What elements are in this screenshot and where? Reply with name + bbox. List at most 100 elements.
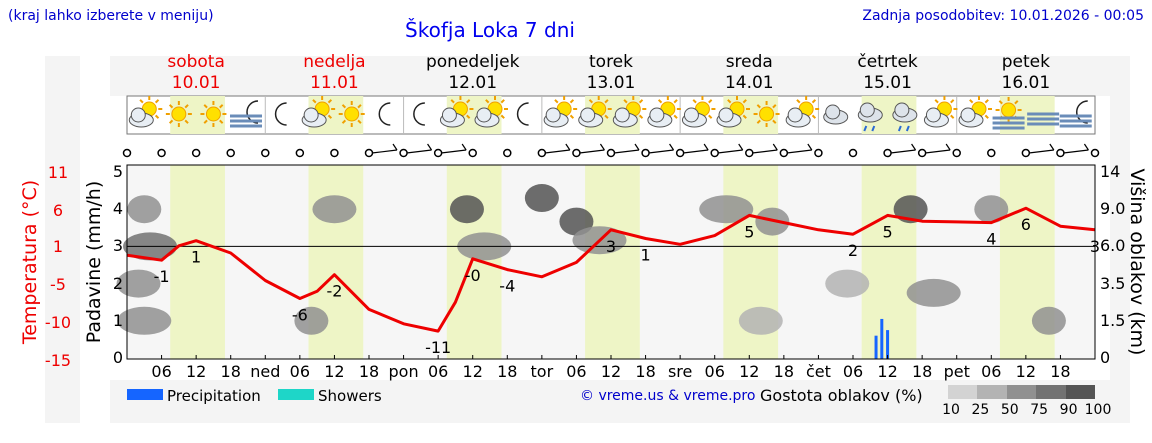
sun-ray <box>673 99 678 104</box>
sun-ray <box>657 99 663 104</box>
sun-ray <box>569 114 575 119</box>
x-tick-label: sre <box>668 362 692 381</box>
sun-ray <box>950 114 955 119</box>
sun-ray <box>604 99 609 104</box>
wind-barb <box>371 149 398 154</box>
day-name: nedelja <box>303 52 366 72</box>
day-date: 14.01 <box>724 73 774 93</box>
wind-calm-marker <box>641 148 650 158</box>
cloud-patch <box>116 269 161 298</box>
x-tick-label: 12 <box>324 362 344 381</box>
cloud-patch <box>524 184 559 213</box>
partly-cloudy-icon <box>681 96 716 128</box>
sun-ray <box>673 114 678 119</box>
cloud-puff <box>825 104 841 120</box>
cloud-patch <box>449 195 484 224</box>
cloud-puff <box>787 107 803 123</box>
wind-barb <box>752 149 778 154</box>
sun-ray <box>811 99 817 104</box>
density-level-label: 100 <box>1084 402 1112 418</box>
cloud-puff <box>859 102 875 118</box>
sun-disc <box>759 106 775 122</box>
wind-barb-flag <box>1083 143 1089 151</box>
wind-barb-flag <box>634 143 640 151</box>
moon-shape <box>246 100 259 124</box>
sun-ray <box>969 99 974 104</box>
precipitation-legend-swatch <box>127 389 163 400</box>
x-tick-label: 12 <box>739 362 759 381</box>
wind-barb-flag <box>392 143 398 151</box>
showers-legend-swatch <box>278 389 314 400</box>
wind-barb <box>890 149 916 154</box>
wind-calm-marker <box>883 148 892 158</box>
wind-barb-flag <box>461 143 467 151</box>
sun-ray <box>772 119 777 124</box>
sun-ray <box>796 99 801 104</box>
x-tick-label: 18 <box>1050 362 1070 381</box>
sun-ray <box>554 99 559 104</box>
temperature-label: 5 <box>744 222 754 241</box>
sun-ray <box>219 104 224 109</box>
precipitation-tick: 2 <box>112 273 123 293</box>
day-date: 12.01 <box>448 73 498 93</box>
precipitation-tick: 3 <box>112 236 123 256</box>
last-updated: Zadnja posodobitev: 10.01.2026 - 00:05 <box>862 8 1144 24</box>
wind-calm-marker <box>537 148 547 158</box>
cloud-puff <box>303 107 319 123</box>
sun-ray <box>139 99 144 104</box>
moon-fog-icon <box>230 100 262 128</box>
showers-legend-label: Showers <box>318 387 382 405</box>
wind-calm-marker <box>330 148 339 158</box>
cloud-patch <box>294 306 329 335</box>
x-tick-label: 06 <box>981 362 1001 381</box>
temperature-label: -11 <box>425 338 451 357</box>
partly-cloudy-icon <box>923 96 958 128</box>
x-tick-label: čet <box>806 362 831 381</box>
sun-ray <box>692 99 697 104</box>
daylight-band <box>446 165 502 359</box>
x-tick-label: 18 <box>359 362 379 381</box>
cloud-patch <box>974 195 1009 224</box>
x-tick-label: 18 <box>635 362 655 381</box>
precipitation-tick: 4 <box>112 199 123 219</box>
temperature-label: -0 <box>465 266 481 285</box>
fog-icon <box>1027 112 1060 126</box>
sun-icon <box>753 101 780 127</box>
x-tick-label: pon <box>389 362 419 381</box>
temperature-label: 1 <box>191 248 201 267</box>
legend-band <box>110 380 1110 423</box>
temperature-tick: -5 <box>50 275 66 294</box>
sun-ray <box>341 104 347 109</box>
x-tick-label: 12 <box>463 362 483 381</box>
location-hint[interactable]: (kraj lahko izberete v meniju) <box>8 8 214 24</box>
day-date: 15.01 <box>863 73 912 93</box>
x-tick-label: 06 <box>843 362 863 381</box>
moon-shape <box>413 102 425 126</box>
partly-cloudy-icon <box>301 96 336 128</box>
cloud-height-tick: 0 <box>1100 348 1111 367</box>
temperature-tick: 1 <box>52 237 64 256</box>
x-tick-label: 12 <box>186 362 206 381</box>
sun-ray <box>708 99 713 104</box>
sun-ray <box>604 114 609 119</box>
sun-ray <box>756 104 761 109</box>
cloud-icon <box>823 104 849 125</box>
credit-link[interactable]: © vreme.us & vreme.pro <box>580 388 756 404</box>
cloud-puff <box>894 102 910 118</box>
density-swatch <box>1065 385 1095 399</box>
wind-barb <box>1063 149 1089 154</box>
wind-calm-marker <box>710 148 719 158</box>
wind-calm-marker <box>399 148 408 158</box>
precipitation-bar <box>874 335 878 359</box>
sun-ray <box>184 104 189 109</box>
wind-calm-marker <box>295 148 305 158</box>
moon-fog-icon <box>1059 100 1092 128</box>
sun-ray <box>312 99 317 104</box>
x-tick-label: 18 <box>497 362 517 381</box>
wind-calm-marker <box>226 148 235 158</box>
daylight-band <box>170 165 225 359</box>
wind-barb-flag <box>599 143 605 151</box>
sun-ray <box>638 114 644 119</box>
wind-calm-marker <box>675 148 685 158</box>
